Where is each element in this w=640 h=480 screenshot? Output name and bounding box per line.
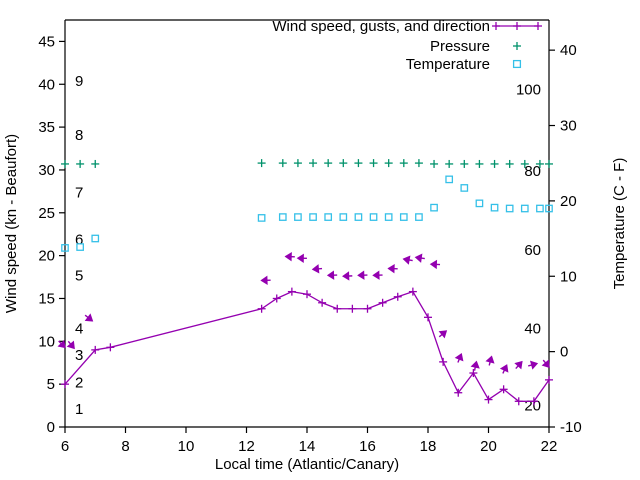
x-tick-label: 14 — [299, 438, 316, 455]
y-tick-label-left: 40 — [38, 76, 55, 93]
temperature-marker — [490, 203, 499, 212]
wind-speed-line — [64, 290, 550, 402]
beaufort-label: 6 — [75, 231, 83, 248]
y-tick-label-left: 35 — [38, 119, 55, 136]
fahrenheit-label: 20 — [524, 398, 541, 415]
temperature-marker — [384, 213, 393, 221]
wind-direction-arrow — [402, 255, 413, 265]
fahrenheit-label: 80 — [524, 163, 541, 180]
x-tick-label: 12 — [238, 438, 255, 455]
legend-label-0: Wind speed, gusts, and direction — [272, 18, 490, 35]
wind-direction-arrow — [514, 360, 523, 370]
x-tick-label: 8 — [121, 438, 129, 455]
temperature-marker — [369, 213, 378, 221]
y-tick-label-right: 20 — [560, 193, 577, 210]
fahrenheit-label: 100 — [516, 82, 541, 99]
wind-direction-arrow — [528, 360, 539, 370]
beaufort-label: 5 — [75, 267, 83, 284]
legend-symbol-temperature — [512, 59, 522, 69]
y-tick-label-right: 40 — [560, 42, 577, 59]
temperature-marker — [324, 213, 333, 221]
temperature-marker — [545, 204, 553, 213]
y-axis-title: Wind speed (kn - Beaufort) — [3, 134, 20, 313]
wind-direction-arrow — [499, 364, 509, 374]
wind-direction-arrow — [57, 339, 66, 349]
y-tick-label-left: 0 — [47, 419, 55, 436]
wind-direction-arrow — [357, 270, 368, 280]
x-tick-label: 20 — [480, 438, 497, 455]
wind-direction-arrow — [66, 340, 75, 350]
x-tick-label: 6 — [61, 438, 69, 455]
x-tick-label: 18 — [420, 438, 437, 455]
beaufort-label: 8 — [75, 127, 83, 144]
wind-direction-arrow — [429, 259, 441, 270]
temperature-marker — [76, 243, 84, 251]
wind-direction-arrow — [284, 252, 295, 262]
temperature-marker — [475, 199, 484, 208]
wind-direction-arrow — [485, 355, 495, 366]
temperature-marker — [278, 213, 287, 221]
x-tick-label: 22 — [541, 438, 558, 455]
fahrenheit-label: 60 — [524, 242, 541, 259]
temperature-marker — [505, 204, 514, 213]
temperature-marker — [536, 204, 544, 213]
y-tick-label-left: 5 — [47, 376, 55, 393]
wind-direction-arrow — [326, 270, 338, 280]
wind-direction-arrow — [541, 359, 550, 369]
temperature-marker — [257, 214, 266, 222]
temperature-marker — [354, 213, 363, 221]
temperature-marker — [309, 213, 317, 221]
fahrenheit-label: 40 — [524, 321, 541, 338]
temperature-marker — [294, 213, 302, 221]
legend-label-2: Temperature — [406, 56, 490, 73]
temperature-marker — [460, 184, 469, 192]
legend-label-1: Pressure — [430, 38, 490, 55]
temperature-marker — [339, 213, 348, 221]
y-tick-label-left: 45 — [38, 33, 55, 50]
temperature-marker — [520, 204, 529, 213]
temperature-marker — [430, 203, 438, 212]
beaufort-label: 9 — [75, 73, 83, 90]
temperature-marker — [399, 213, 408, 221]
wind-direction-arrow — [260, 275, 271, 285]
wind-direction-arrow — [372, 270, 383, 280]
beaufort-label: 3 — [75, 347, 83, 364]
beaufort-label: 4 — [75, 321, 83, 338]
beaufort-label: 7 — [75, 184, 83, 201]
temperature-marker — [415, 213, 423, 221]
wind-direction-arrow — [414, 253, 425, 263]
y-tick-label-right: -10 — [560, 419, 582, 436]
y-tick-label-left: 30 — [38, 162, 55, 179]
temperature-marker — [61, 244, 69, 252]
wind-direction-arrow — [387, 263, 398, 274]
beaufort-label: 1 — [75, 401, 83, 418]
wind-direction-arrow — [311, 264, 323, 274]
y-tick-label-left: 10 — [38, 333, 55, 350]
temperature-marker — [91, 234, 100, 243]
wind-direction-arrow — [438, 330, 448, 339]
x-axis-title: Local time (Atlantic/Canary) — [215, 456, 399, 473]
wind-direction-arrow — [454, 352, 464, 363]
y2-axis-title: Temperature (C - F) — [611, 158, 628, 290]
wind-direction-arrow — [84, 313, 94, 322]
y-tick-label-left: 15 — [38, 290, 55, 307]
y-tick-label-right: 10 — [560, 268, 577, 285]
y-tick-label-left: 25 — [38, 205, 55, 222]
temperature-marker — [445, 175, 454, 184]
y-tick-label-left: 20 — [38, 248, 55, 265]
wind-direction-arrow — [296, 253, 307, 263]
wind-direction-arrow — [470, 360, 480, 371]
y-tick-label-right: 0 — [560, 344, 568, 361]
x-tick-label: 16 — [359, 438, 376, 455]
wind-direction-arrow — [342, 271, 353, 281]
beaufort-label: 2 — [75, 375, 83, 392]
x-tick-label: 10 — [178, 438, 195, 455]
y-tick-label-right: 30 — [560, 118, 577, 135]
